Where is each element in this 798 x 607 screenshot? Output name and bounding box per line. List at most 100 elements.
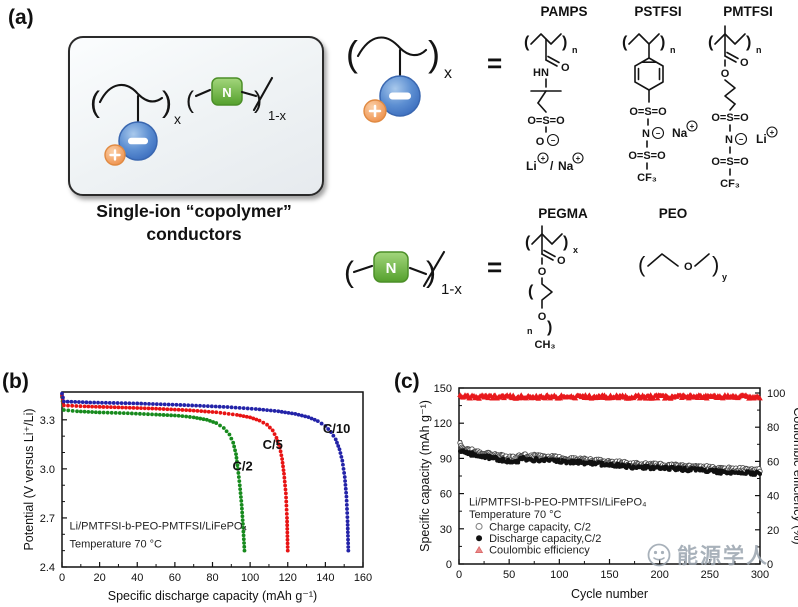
open-paren: ( bbox=[186, 87, 194, 114]
svg-text:Temperature 70 °C: Temperature 70 °C bbox=[70, 538, 162, 550]
pegma-title: PEGMA bbox=[538, 206, 588, 221]
svg-text:/: / bbox=[550, 159, 554, 173]
svg-text:0: 0 bbox=[767, 559, 773, 571]
discharge-voltage-chart: 0 20 40 60 80 100 120 140 160 2.4 2.7 3.0 3.3 Specifi… bbox=[22, 391, 372, 603]
svg-text:160: 160 bbox=[354, 572, 372, 584]
na-ion: Na bbox=[672, 126, 688, 140]
svg-text:): ) bbox=[562, 34, 567, 51]
svg-text:(: ( bbox=[528, 283, 534, 300]
svg-text:Potential (V versus Li⁺/Li): Potential (V versus Li⁺/Li) bbox=[22, 408, 36, 550]
svg-text:150: 150 bbox=[434, 383, 452, 395]
svg-text:Charge capacity, C/2: Charge capacity, C/2 bbox=[489, 521, 591, 533]
svg-text:): ) bbox=[547, 319, 552, 336]
svg-text:Coulombic efficiency (%): Coulombic efficiency (%) bbox=[791, 407, 798, 544]
svg-text:120: 120 bbox=[279, 572, 297, 584]
cf3-group: CF₃ bbox=[637, 172, 657, 184]
svg-text:80: 80 bbox=[206, 572, 218, 584]
svg-text:150: 150 bbox=[600, 569, 618, 581]
svg-text:Temperature 70 °C: Temperature 70 °C bbox=[469, 509, 561, 521]
svg-text:60: 60 bbox=[767, 456, 779, 468]
svg-text:60: 60 bbox=[169, 572, 181, 584]
x-subscript: x bbox=[174, 111, 181, 127]
svg-text:120: 120 bbox=[434, 418, 452, 430]
svg-text:200: 200 bbox=[650, 569, 668, 581]
sulfonyl: O=S=O bbox=[711, 112, 749, 124]
svg-text:140: 140 bbox=[316, 572, 334, 584]
svg-text:100: 100 bbox=[767, 388, 785, 400]
polymer-backbone bbox=[98, 84, 164, 104]
svg-text:3.3: 3.3 bbox=[40, 415, 55, 427]
minus-icon bbox=[389, 92, 411, 100]
svg-text:0: 0 bbox=[446, 559, 452, 571]
svg-text:20: 20 bbox=[767, 525, 779, 537]
svg-text:): ) bbox=[746, 34, 751, 51]
svg-text:60: 60 bbox=[440, 489, 452, 501]
sulfonate-O: O bbox=[536, 136, 545, 148]
svg-text:0: 0 bbox=[456, 569, 462, 581]
imide-N: N bbox=[725, 134, 733, 146]
svg-text:Specific discharge capacity (m: Specific discharge capacity (mAh g⁻¹) bbox=[108, 589, 317, 603]
close-paren: ) bbox=[428, 33, 440, 74]
sulfonyl: O=S=O bbox=[711, 156, 749, 168]
svg-text:C/10: C/10 bbox=[323, 421, 350, 436]
na-ion: Na bbox=[558, 159, 574, 173]
n-letter: N bbox=[386, 260, 397, 277]
imide-N: N bbox=[642, 128, 650, 140]
amide-NH: HN bbox=[533, 67, 549, 79]
watermark-text: 能源学人 bbox=[677, 544, 769, 568]
copolymer-schematic: ( ) x ( N ) 1-x bbox=[90, 76, 287, 166]
x-subscript: x bbox=[573, 245, 578, 255]
cycling-performance-chart: 0 50 100 150 200 250 3000306090120150020406080… bbox=[418, 383, 798, 601]
ester-O: O bbox=[721, 68, 730, 80]
peo-title: PEO bbox=[658, 206, 688, 221]
svg-text:300: 300 bbox=[751, 569, 769, 581]
svg-text:80: 80 bbox=[767, 422, 779, 434]
svg-text:100: 100 bbox=[241, 572, 259, 584]
pmtfsi-title: PMTFSI bbox=[723, 4, 773, 19]
ether-O: O bbox=[684, 261, 693, 273]
sulfonyl: O=S=O bbox=[628, 150, 666, 162]
carbonyl-O: O bbox=[740, 57, 749, 69]
n-subscript: n bbox=[572, 45, 578, 55]
y-subscript: y bbox=[722, 272, 727, 282]
neutral-monomer-box bbox=[373, 251, 409, 283]
open-paren: ( bbox=[344, 256, 354, 289]
carbonyl-O: O bbox=[561, 62, 570, 74]
svg-text:): ) bbox=[660, 34, 665, 51]
close-paren: ) bbox=[162, 86, 172, 119]
panel-c-label: (c) bbox=[394, 370, 420, 393]
panel-a-label: (a) bbox=[8, 6, 34, 29]
minus-charge-icon: − bbox=[551, 136, 556, 145]
svg-text:Li/PMTFSI-b-PEO-PMTFSI/LiFePO₄: Li/PMTFSI-b-PEO-PMTFSI/LiFePO₄ bbox=[469, 496, 647, 508]
svg-text:(: ( bbox=[524, 34, 530, 51]
pmtfsi-structure: ( ) n O O O=S=O N − Li + O=S=O CF₃ bbox=[708, 25, 778, 190]
svg-text:20: 20 bbox=[94, 572, 106, 584]
open-paren: ( bbox=[90, 86, 100, 119]
copolymer-caption: Single-ion “copolymer” conductors bbox=[58, 200, 330, 246]
svg-text:Coulombic efficiency: Coulombic efficiency bbox=[489, 545, 590, 557]
svg-text:40: 40 bbox=[131, 572, 143, 584]
n-subscript: n bbox=[527, 326, 533, 336]
svg-text:2.7: 2.7 bbox=[40, 513, 55, 525]
svg-text:Li/PMTFSI-b-PEO-PMTFSI/LiFePO₄: Li/PMTFSI-b-PEO-PMTFSI/LiFePO₄ bbox=[70, 520, 248, 532]
svg-text:100: 100 bbox=[550, 569, 568, 581]
pstfsi-structure: ( ) n O=S=O N − Na + O=S=O CF₃ bbox=[622, 33, 698, 184]
sulfonyl: O=S=O bbox=[629, 106, 667, 118]
minus-charge-icon: − bbox=[739, 135, 744, 144]
svg-text:C/2: C/2 bbox=[232, 459, 252, 474]
caption-line-2: conductors bbox=[146, 223, 242, 244]
one-minus-x-subscript: 1-x bbox=[268, 108, 287, 123]
svg-text:(: ( bbox=[708, 34, 714, 51]
one-minus-x-subscript: 1-x bbox=[441, 281, 462, 298]
ester-O: O bbox=[538, 266, 547, 278]
plus-charge-icon: + bbox=[541, 154, 546, 163]
svg-text:3.0: 3.0 bbox=[40, 464, 55, 476]
carbonyl-O: O bbox=[557, 255, 566, 267]
n-subscript: n bbox=[756, 45, 762, 55]
svg-text:(: ( bbox=[622, 34, 628, 51]
sulfonyl: O=S=O bbox=[527, 115, 565, 127]
copolymer-box: ( ) x ( N ) 1-x bbox=[68, 36, 324, 196]
pstfsi-title: PSTFSI bbox=[634, 4, 682, 19]
li-ion: Li bbox=[756, 132, 767, 146]
